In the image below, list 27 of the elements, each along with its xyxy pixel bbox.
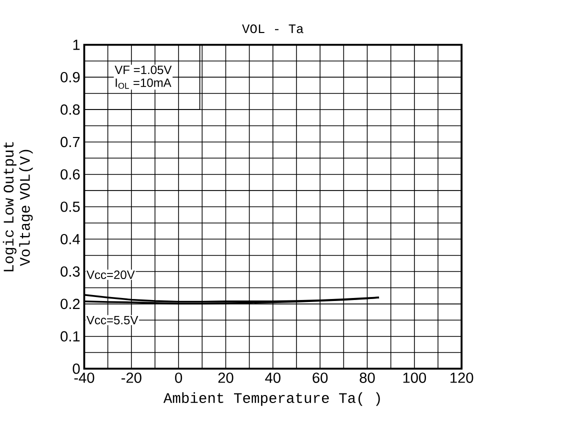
x-axis-title: Ambient Temperature Ta( ): [163, 392, 380, 406]
x-tick-label: 20: [218, 372, 234, 383]
x-tick-label: 60: [312, 372, 328, 383]
series-label: Vcc=5.5V: [86, 316, 138, 324]
x-tick-label: 100: [403, 372, 426, 383]
series-label: Vcc=20V: [86, 270, 135, 279]
x-tick-label: -40: [74, 372, 94, 383]
x-tick-label: 0: [175, 372, 182, 383]
y-tick-label: 0.1: [60, 331, 80, 342]
x-tick-label: 40: [265, 372, 280, 383]
annotation: VF =1.05V: [114, 66, 172, 74]
y-tick-label: 0: [72, 363, 80, 374]
y-tick-label: 0.8: [60, 104, 80, 115]
annotation: I$_{OL}$ =10mA: [116, 78, 172, 89]
y-axis-title: Logic Low Output Voltage VOL(V): [2, 142, 33, 272]
chart-title: VOL - Ta: [242, 24, 304, 34]
y-tick-label: 0.7: [60, 136, 80, 148]
x-tick-label: 120: [450, 372, 474, 383]
y-tick-label: 0.9: [60, 72, 80, 82]
y-tick-label: 1: [73, 40, 80, 50]
y-tick-label: 0.4: [60, 234, 80, 244]
y-tick-label: 0.3: [60, 266, 80, 277]
y-tick-label: 0.5: [60, 202, 80, 212]
y-tick-label: 0.2: [60, 298, 80, 310]
x-tick-label: -20: [122, 372, 142, 383]
y-tick-label: 0.6: [60, 169, 80, 180]
x-tick-label: 80: [360, 372, 375, 383]
